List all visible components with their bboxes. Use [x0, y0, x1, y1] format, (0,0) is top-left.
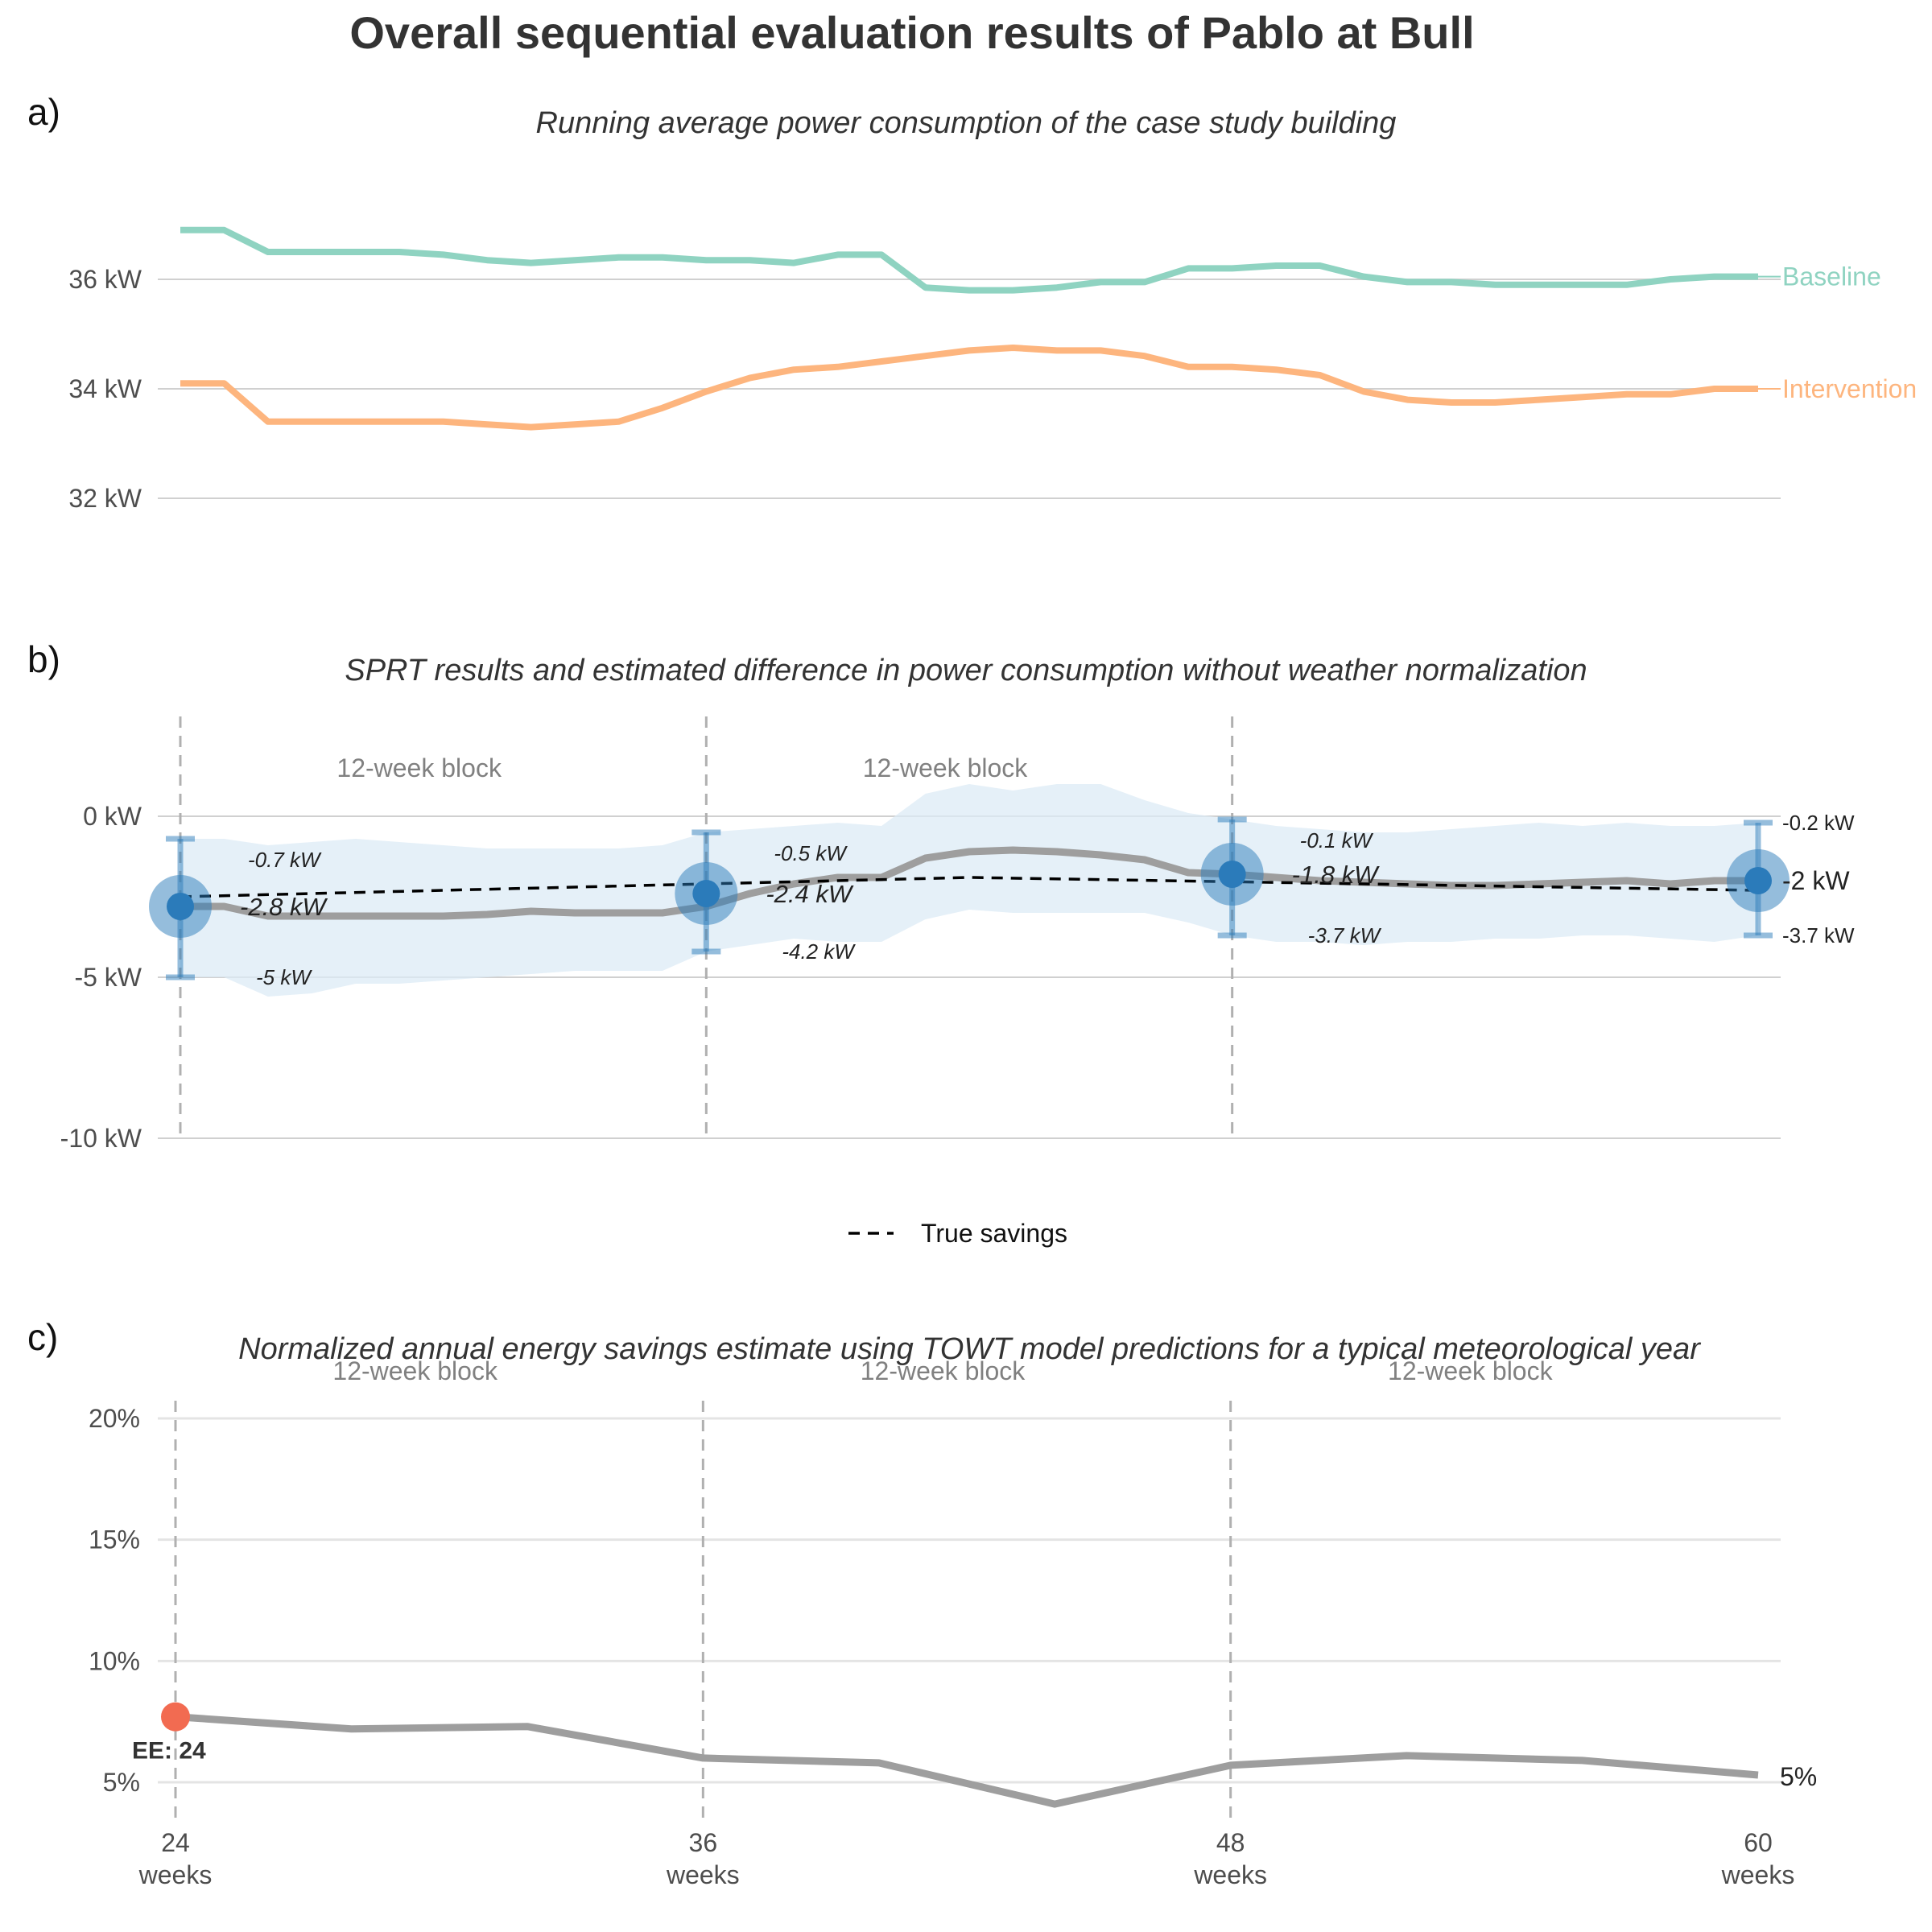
checkpoint-48: -0.1 kW -1.8 kW -3.7 kW	[1200, 816, 1382, 947]
legend: True savings	[848, 1219, 1067, 1248]
upper-label: -0.5 kW	[774, 841, 848, 865]
savings-line	[175, 1713, 1759, 1808]
lower-label: -4.2 kW	[782, 939, 856, 964]
series-label-intervention: Intervention	[1782, 374, 1917, 403]
series-label-baseline: Baseline	[1782, 262, 1881, 291]
y-tick-label: 5%	[103, 1768, 140, 1797]
estimate-label: -2 kW	[1782, 866, 1850, 895]
panel-a-label: a)	[27, 91, 60, 133]
y-tick-label: -5 kW	[74, 963, 142, 992]
panel-b-label: b)	[27, 638, 60, 680]
x-tick-unit: weeks	[1193, 1860, 1267, 1889]
block-label: 12-week block	[332, 1356, 498, 1385]
y-tick-label: 32 kW	[68, 484, 142, 513]
lower-label: -3.7 kW	[1308, 923, 1382, 947]
lower-label: -3.7 kW	[1782, 923, 1855, 947]
panel-c-subtitle: Normalized annual energy savings estimat…	[238, 1332, 1701, 1366]
checkpoint-point	[1218, 861, 1246, 888]
x-tick-label: 36	[689, 1828, 718, 1857]
upper-label: -0.7 kW	[248, 848, 322, 872]
x-tick-label: 60	[1744, 1828, 1773, 1857]
y-tick-label: 20%	[89, 1404, 140, 1433]
checkpoint-60: -0.2 kW -2 kW -3.7 kW	[1727, 811, 1855, 947]
estimate-label: -2.8 kW	[240, 893, 328, 921]
ee-label: EE: 24	[132, 1738, 206, 1765]
panel-b-subtitle: SPRT results and estimated difference in…	[345, 654, 1587, 687]
true-savings-line	[180, 876, 1759, 898]
checkpoint-36: -0.5 kW -2.4 kW -4.2 kW	[675, 829, 856, 964]
lower-label: -5 kW	[256, 965, 312, 989]
checkpoint-24: -0.7 kW -2.8 kW -5 kW	[149, 836, 328, 989]
estimate-label: -1.8 kW	[1292, 861, 1381, 889]
series-line-intervention	[180, 345, 1758, 431]
x-tick-unit: weeks	[1721, 1860, 1795, 1889]
panel-c: 5% 10% 15% 20% 12-week block 12-week block 12-…	[89, 1356, 1817, 1889]
upper-label: -0.2 kW	[1782, 811, 1855, 835]
block-label: 12-week block	[863, 753, 1029, 782]
ee-point	[161, 1702, 190, 1732]
x-tick-label: 48	[1216, 1828, 1245, 1857]
confidence-band	[180, 784, 1758, 997]
checkpoint-point	[1744, 867, 1772, 894]
series-line-baseline	[180, 226, 1758, 294]
x-tick-unit: weeks	[138, 1860, 213, 1889]
y-tick-label: 0 kW	[83, 802, 142, 831]
y-tick-label: 15%	[89, 1525, 140, 1554]
x-tick-unit: weeks	[666, 1860, 740, 1889]
legend-true-savings-label: True savings	[921, 1219, 1067, 1248]
upper-label: -0.1 kW	[1300, 828, 1374, 852]
panel-c-label: c)	[27, 1316, 58, 1358]
checkpoint-point	[692, 880, 720, 907]
end-value-label: 5%	[1780, 1762, 1817, 1791]
y-tick-label: -10 kW	[60, 1124, 142, 1153]
panel-a: 32 kW 34 kW 36 kW Baseline Intervention	[68, 226, 1917, 513]
y-tick-label: 10%	[89, 1646, 140, 1675]
y-tick-label: 34 kW	[68, 374, 142, 403]
block-label: 12-week block	[861, 1356, 1026, 1385]
y-tick-label: 36 kW	[68, 265, 142, 294]
figure-title: Overall sequential evaluation results of…	[349, 7, 1474, 58]
panel-b: 0 kW -5 kW -10 kW 12-week block 12-week bloc…	[60, 716, 1855, 1153]
x-tick-label: 24	[161, 1828, 190, 1857]
block-label: 12-week block	[336, 753, 502, 782]
estimate-label: -2.4 kW	[766, 880, 854, 908]
panel-a-subtitle: Running average power consumption of the…	[536, 106, 1397, 140]
block-label: 12-week block	[1388, 1356, 1554, 1385]
checkpoint-point	[167, 893, 194, 920]
